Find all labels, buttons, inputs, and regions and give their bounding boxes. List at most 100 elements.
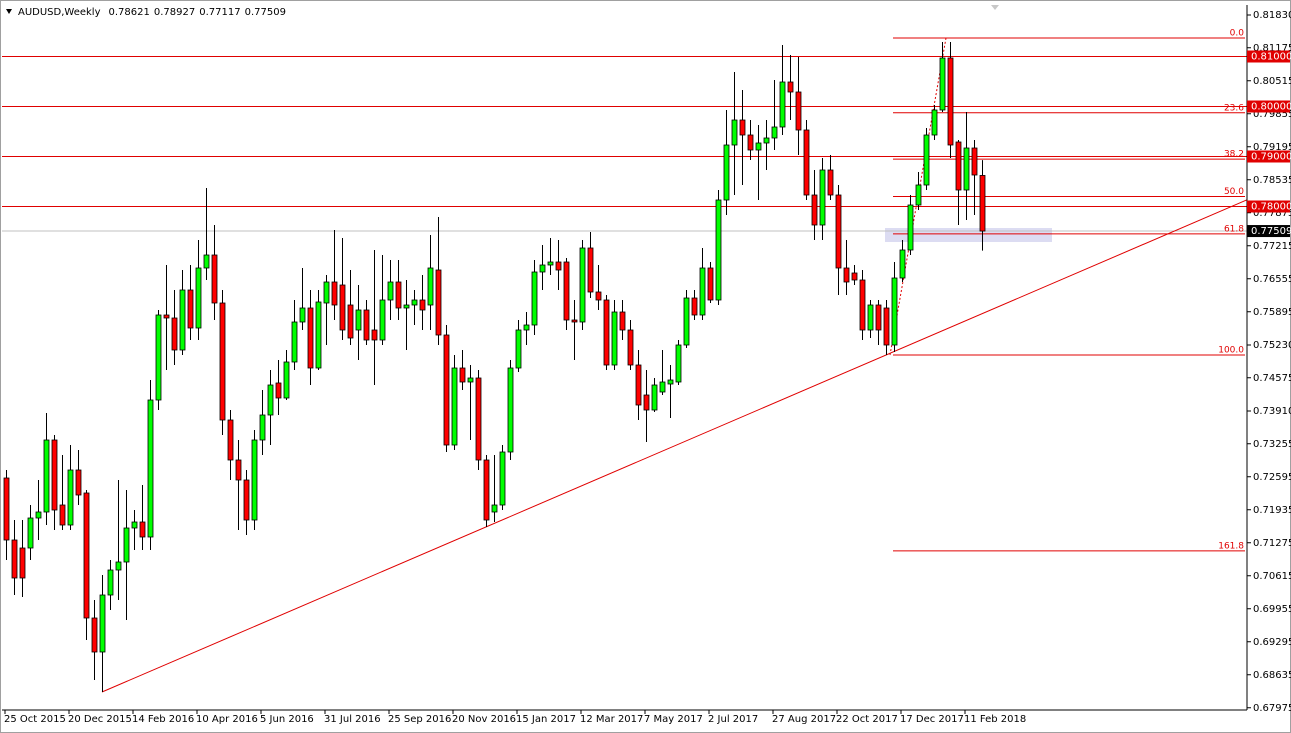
- menu-arrow[interactable]: [6, 9, 12, 14]
- bear-body: [859, 279, 866, 331]
- bull-body: [203, 254, 210, 269]
- symbol: AUDUSD,Weekly: [18, 7, 101, 18]
- bull-body: [195, 267, 202, 329]
- fib-label: 50.0: [1224, 187, 1244, 197]
- bull-body: [667, 379, 674, 385]
- bear-body: [827, 169, 834, 196]
- fib-label: 161.8: [1218, 541, 1244, 551]
- x-tick-label: 5 Jun 2016: [260, 714, 314, 725]
- high-value: 0.78927: [154, 7, 195, 18]
- bear-body: [171, 317, 178, 351]
- x-tick-label: 20 Nov 2016: [452, 714, 516, 725]
- fib-label: 100.0: [1218, 346, 1244, 356]
- bear-body: [187, 289, 194, 329]
- y-tick-label: 0.67975: [1253, 703, 1291, 714]
- level-price-label: 0.81000: [1251, 52, 1291, 63]
- y-tick-label: 0.71275: [1253, 538, 1291, 549]
- bear-body: [843, 267, 850, 283]
- bear-body: [83, 492, 90, 619]
- level-price-box: [1247, 200, 1290, 213]
- bull-body: [763, 137, 770, 144]
- x-tick-label: 7 May 2017: [644, 714, 703, 725]
- y-tick-label: 0.76555: [1253, 274, 1291, 285]
- x-tick-label: 10 Apr 2016: [196, 714, 258, 725]
- bull-body: [683, 297, 690, 346]
- bull-body: [963, 147, 970, 191]
- bear-body: [587, 247, 594, 293]
- bear-body: [787, 81, 794, 93]
- bear-body: [51, 439, 58, 511]
- y-tick-label: 0.75230: [1253, 340, 1291, 351]
- open-value: 0.78621: [109, 7, 150, 18]
- y-tick-label: 0.69955: [1253, 604, 1291, 615]
- level-price-label: 0.80000: [1251, 102, 1291, 113]
- bull-body: [779, 81, 786, 128]
- bear-body: [227, 419, 234, 461]
- chart-header: AUDUSD,Weekly 0.78621 0.78927 0.77117 0.7750…: [18, 7, 286, 18]
- fib-label: 61.8: [1224, 224, 1244, 234]
- bear-body: [563, 261, 570, 321]
- x-tick-label: 14 Feb 2016: [132, 714, 194, 725]
- bear-body: [243, 479, 250, 521]
- bull-body: [451, 367, 458, 446]
- bear-body: [275, 382, 282, 399]
- bear-body: [627, 329, 634, 366]
- bear-body: [707, 267, 714, 301]
- bear-body: [91, 617, 98, 653]
- y-tick-label: 0.72595: [1253, 472, 1291, 483]
- bear-body: [875, 304, 882, 331]
- x-tick-label: 11 Feb 2018: [964, 714, 1026, 725]
- y-tick-label: 0.77875: [1253, 208, 1291, 219]
- bull-body: [283, 361, 290, 399]
- bear-body: [3, 477, 10, 541]
- bull-body: [259, 414, 266, 441]
- shift-marker: [991, 5, 999, 10]
- bear-body: [595, 291, 602, 301]
- bull-body: [179, 289, 186, 351]
- bear-body: [571, 319, 578, 323]
- bull-body: [539, 264, 546, 273]
- x-tick-label: 2 Jul 2017: [708, 714, 758, 725]
- plot-area: 0.0 23.6 38.2 50.0 61.8 100.0 161.8: [2, 29, 1248, 693]
- y-tick-label: 0.80515: [1253, 76, 1291, 87]
- bear-body: [11, 539, 18, 579]
- bull-body: [515, 329, 522, 369]
- bear-body: [691, 297, 698, 316]
- bull-body: [915, 184, 922, 206]
- bull-body: [267, 384, 274, 416]
- fib-label: 23.6: [1224, 103, 1244, 113]
- y-tick-label: 0.79195: [1253, 142, 1291, 153]
- x-tick-label: 27 Aug 2017: [772, 714, 836, 725]
- bull-body: [891, 277, 898, 346]
- bear-body: [747, 134, 754, 151]
- bull-body: [403, 304, 410, 309]
- bull-body: [939, 57, 946, 111]
- bear-body: [475, 377, 482, 461]
- bull-body: [323, 281, 330, 304]
- y-tick-label: 0.71935: [1253, 505, 1291, 516]
- bull-body: [35, 511, 42, 519]
- level-price-label: 0.79000: [1251, 152, 1291, 163]
- bull-body: [907, 204, 914, 251]
- y-tick-label: 0.68635: [1253, 670, 1291, 681]
- bull-body: [531, 271, 538, 326]
- bear-body: [979, 175, 986, 232]
- y-tick-label: 0.73910: [1253, 406, 1291, 417]
- bear-body: [739, 119, 746, 136]
- bear-body: [211, 254, 218, 304]
- bull-body: [67, 469, 74, 526]
- bull-body: [411, 299, 418, 306]
- bull-body: [867, 304, 874, 331]
- bear-body: [947, 57, 954, 146]
- level-price-label: 0.78000: [1251, 202, 1291, 213]
- bear-body: [851, 272, 858, 281]
- bear-body: [139, 521, 146, 538]
- x-tick-label: 25 Sep 2016: [388, 714, 451, 725]
- y-tick-label: 0.81830: [1253, 10, 1291, 21]
- bull-body: [115, 561, 122, 571]
- bear-body: [883, 307, 890, 346]
- bear-body: [555, 261, 562, 271]
- x-tick-label: 17 Dec 2017: [900, 714, 964, 725]
